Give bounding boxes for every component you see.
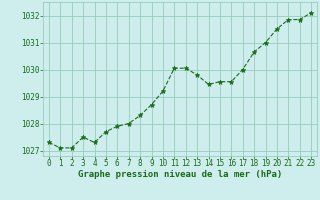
X-axis label: Graphe pression niveau de la mer (hPa): Graphe pression niveau de la mer (hPa) xyxy=(78,170,282,179)
